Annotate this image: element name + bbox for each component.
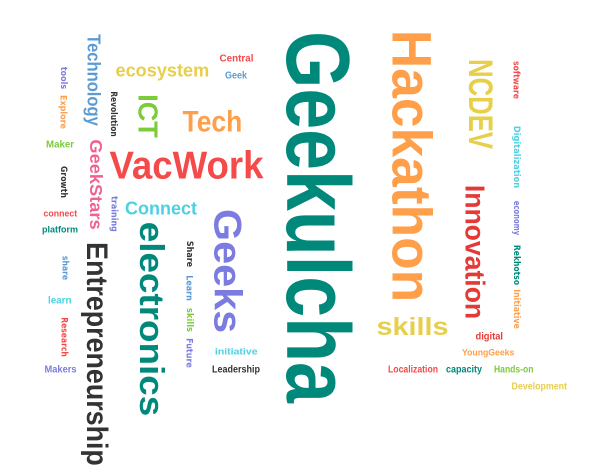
word-connect-large: Connect bbox=[125, 199, 197, 220]
word-innovation: Innovation bbox=[458, 184, 490, 320]
word-geek: Geek bbox=[225, 68, 248, 81]
word-geekstars: GeekStars bbox=[85, 138, 105, 230]
word-hands-on: Hands-on bbox=[493, 362, 534, 375]
word-ict: ICT bbox=[130, 94, 162, 138]
word-platform: platform bbox=[42, 224, 78, 235]
word-electronics: electronics bbox=[131, 221, 170, 417]
word-future: Future bbox=[184, 338, 195, 368]
word-digital: digital bbox=[475, 329, 503, 342]
word-revolution: Revolution bbox=[108, 91, 119, 137]
word-leadership: Leadership bbox=[212, 362, 261, 375]
word-initiative-small: initiative bbox=[214, 346, 258, 357]
word-tools: tools bbox=[58, 66, 69, 90]
word-localization: Localization bbox=[387, 362, 439, 375]
word-explore: Explore bbox=[58, 95, 69, 129]
word-economy: economy bbox=[511, 200, 522, 236]
word-digitalization: Digitalization bbox=[511, 125, 522, 189]
word-connect-small: connect bbox=[43, 208, 77, 219]
word-maker: Maker bbox=[45, 137, 75, 150]
word-research: Research bbox=[59, 317, 70, 357]
word-software: software bbox=[511, 61, 522, 99]
word-capacity: capacity bbox=[446, 362, 483, 375]
word-growth: Growth bbox=[58, 166, 69, 198]
word-development: Development bbox=[511, 379, 567, 392]
word-entrepreneurship: Entrepreneurship bbox=[79, 242, 115, 466]
word-rekhotso: Rekhotso bbox=[511, 244, 522, 286]
word-geekulcha: Geekulcha bbox=[267, 31, 369, 403]
word-technology: Technology bbox=[82, 34, 103, 126]
word-skills-large: skills bbox=[375, 312, 449, 341]
word-tech: Tech bbox=[182, 103, 242, 139]
word-hackathon: Hackathon bbox=[379, 29, 441, 303]
word-share-left: share bbox=[59, 255, 70, 281]
word-geeks: Geeks bbox=[205, 208, 249, 334]
word-share-center: Share bbox=[184, 240, 195, 268]
word-younggeeks: YoungGeeks bbox=[461, 347, 515, 358]
word-learn-center: Learn bbox=[184, 275, 195, 301]
word-learn: learn bbox=[48, 293, 72, 306]
word-central: Central bbox=[218, 51, 254, 64]
word-makers: Makers bbox=[44, 362, 77, 375]
word-ecosystem: ecosystem bbox=[114, 61, 209, 82]
word-ncdev: NCDEV bbox=[460, 59, 499, 149]
word-initiative: Initiative bbox=[511, 289, 522, 329]
word-training: training bbox=[109, 196, 120, 232]
word-vacwork: VacWork bbox=[108, 144, 264, 188]
word-skills-center: skills bbox=[184, 307, 195, 333]
